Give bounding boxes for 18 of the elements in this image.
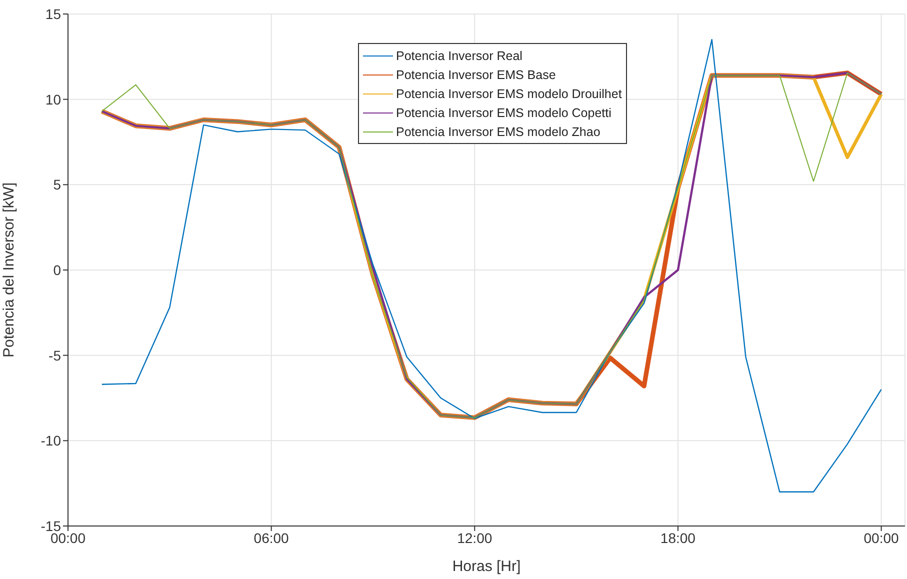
- y-axis-title: Potencia del Inversor [kW]: [0, 182, 18, 358]
- legend-label: Potencia Inversor EMS modelo Drouilhet: [396, 86, 622, 100]
- y-tick-label: 10: [45, 91, 62, 108]
- line-series: [101, 39, 882, 492]
- legend-label: Potencia Inversor EMS modelo Zhao: [396, 124, 600, 138]
- legend-label: Potencia Inversor Real: [396, 48, 522, 62]
- y-tick-label: 15: [45, 6, 62, 22]
- y-tick-label: -10: [40, 432, 62, 449]
- x-tick-label: 18:00: [660, 530, 696, 546]
- y-tick-label: 0: [53, 262, 62, 278]
- y-tick-label: 5: [53, 176, 62, 193]
- y-tick-label: -5: [48, 347, 62, 364]
- legend-label: Potencia Inversor EMS modelo Copetti: [396, 106, 612, 120]
- legend-label: Potencia Inversor EMS Base: [396, 68, 556, 82]
- x-tick-label: 06:00: [254, 530, 290, 546]
- x-tick-label: 12:00: [457, 530, 492, 546]
- x-tick-label: 00:00: [864, 530, 900, 546]
- x-axis-title: Horas [Hr]: [452, 558, 521, 575]
